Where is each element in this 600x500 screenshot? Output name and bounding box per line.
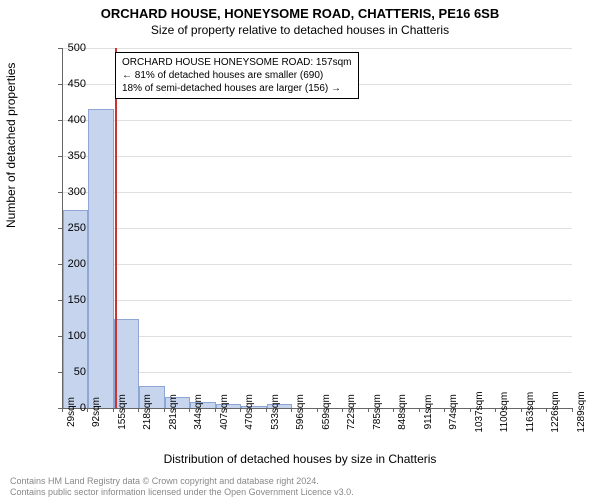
x-tick-label: 1289sqm — [576, 391, 587, 432]
histogram-bar — [88, 109, 113, 408]
x-tick-mark — [215, 408, 216, 412]
y-tick-label: 450 — [56, 78, 86, 90]
x-tick-mark — [419, 408, 420, 412]
x-tick-mark — [393, 408, 394, 412]
x-tick-mark — [495, 408, 496, 412]
chart-title: ORCHARD HOUSE, HONEYSOME ROAD, CHATTERIS… — [0, 0, 600, 21]
footer-line1: Contains HM Land Registry data © Crown c… — [10, 476, 354, 487]
x-tick-label: 29sqm — [66, 397, 77, 427]
x-tick-mark — [368, 408, 369, 412]
x-tick-label: 1037sqm — [474, 391, 485, 432]
marker-line — [115, 48, 117, 408]
x-tick-mark — [470, 408, 471, 412]
y-axis-label: Number of detached properties — [4, 63, 18, 228]
x-tick-mark — [164, 408, 165, 412]
y-tick-label: 300 — [56, 186, 86, 198]
x-tick-label: 281sqm — [168, 394, 179, 430]
annotation-line1: ORCHARD HOUSE HONEYSOME ROAD: 157sqm — [122, 56, 352, 69]
x-tick-mark — [342, 408, 343, 412]
y-tick-label: 400 — [56, 114, 86, 126]
histogram-bar — [63, 210, 88, 408]
y-tick-label: 350 — [56, 150, 86, 162]
x-tick-label: 1100sqm — [499, 392, 510, 432]
y-tick-label: 100 — [56, 330, 86, 342]
x-tick-label: 1163sqm — [525, 392, 536, 432]
y-tick-label: 500 — [56, 42, 86, 54]
x-tick-label: 974sqm — [448, 394, 459, 430]
x-tick-mark — [444, 408, 445, 412]
x-tick-mark — [266, 408, 267, 412]
x-tick-mark — [62, 408, 63, 412]
x-tick-label: 1226sqm — [550, 391, 561, 432]
x-tick-mark — [521, 408, 522, 412]
y-tick-label: 250 — [56, 222, 86, 234]
x-tick-mark — [317, 408, 318, 412]
annotation-box: ORCHARD HOUSE HONEYSOME ROAD: 157sqm ← 8… — [115, 52, 359, 99]
annotation-line2: ← 81% of detached houses are smaller (69… — [122, 69, 352, 82]
x-tick-label: 344sqm — [193, 394, 204, 430]
x-tick-label: 218sqm — [142, 394, 153, 430]
x-tick-label: 407sqm — [219, 394, 230, 430]
x-tick-label: 911sqm — [423, 395, 434, 430]
y-tick-label: 200 — [56, 258, 86, 270]
x-tick-label: 722sqm — [346, 394, 357, 430]
footer-text: Contains HM Land Registry data © Crown c… — [10, 476, 354, 498]
x-tick-label: 155sqm — [117, 394, 128, 430]
x-tick-label: 659sqm — [321, 394, 332, 430]
x-tick-label: 92sqm — [91, 397, 102, 427]
x-tick-label: 848sqm — [397, 394, 408, 430]
x-tick-label: 596sqm — [295, 394, 306, 430]
x-tick-mark — [113, 408, 114, 412]
y-tick-label: 150 — [56, 294, 86, 306]
x-tick-mark — [572, 408, 573, 412]
x-tick-mark — [240, 408, 241, 412]
x-tick-label: 533sqm — [270, 394, 281, 430]
x-tick-label: 470sqm — [244, 394, 255, 430]
annotation-line3: 18% of semi-detached houses are larger (… — [122, 82, 352, 95]
x-tick-mark — [138, 408, 139, 412]
x-tick-mark — [291, 408, 292, 412]
x-tick-label: 785sqm — [372, 394, 383, 430]
plot-area — [62, 48, 573, 409]
footer-line2: Contains public sector information licen… — [10, 487, 354, 498]
x-tick-mark — [546, 408, 547, 412]
y-tick-label: 50 — [56, 366, 86, 378]
x-tick-mark — [189, 408, 190, 412]
chart-subtitle: Size of property relative to detached ho… — [0, 21, 600, 37]
x-tick-mark — [87, 408, 88, 412]
x-axis-label: Distribution of detached houses by size … — [0, 452, 600, 466]
